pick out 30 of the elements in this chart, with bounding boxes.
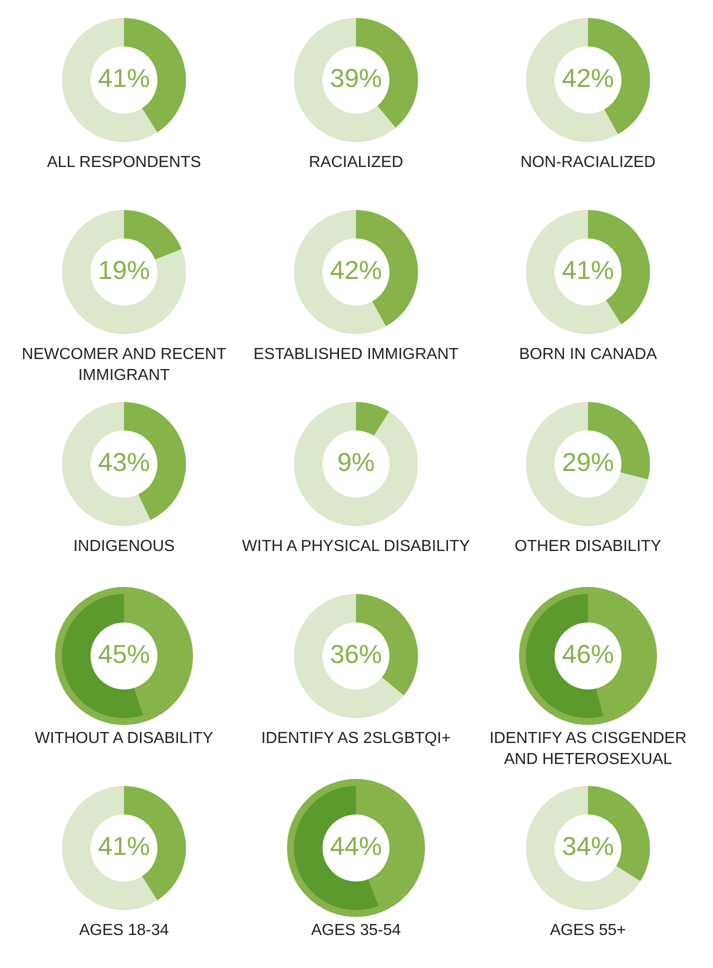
- data-label: 29%: [562, 447, 614, 478]
- data-label: 43%: [98, 447, 150, 478]
- data-label: 44%: [330, 831, 382, 862]
- text: WITH A PHYSICAL DISABILITY: [242, 537, 470, 557]
- data-label: 46%: [562, 639, 614, 670]
- data-label: 19%: [98, 255, 150, 286]
- data-label: 41%: [562, 255, 614, 286]
- text: ESTABLISHED IMMIGRANT: [252, 345, 460, 365]
- text: NEWCOMER AND RECENT IMMIGRANT: [20, 345, 228, 386]
- text: AGES 55+: [548, 921, 628, 941]
- text: ALL RESPONDENTS: [46, 153, 202, 173]
- data-label: 34%: [562, 831, 614, 862]
- data-label: 36%: [330, 639, 382, 670]
- text: AGES 35-54: [310, 921, 402, 941]
- data-label: 39%: [330, 63, 382, 94]
- data-label: 9%: [337, 447, 375, 478]
- text: AGES 18-34: [78, 921, 170, 941]
- text: IDENTIFY AS 2SLGBTQI+: [260, 729, 452, 749]
- text: IDENTIFY AS CISGENDER AND HETEROSEXUAL: [488, 729, 688, 770]
- data-label: 42%: [562, 63, 614, 94]
- data-label: 41%: [98, 831, 150, 862]
- data-label: 45%: [98, 639, 150, 670]
- text: BORN IN CANADA: [518, 345, 658, 365]
- text: INDIGENOUS: [72, 537, 176, 557]
- text: RACIALIZED: [308, 153, 404, 173]
- text: NON-RACIALIZED: [519, 153, 657, 173]
- data-label: 41%: [98, 63, 150, 94]
- text: OTHER DISABILITY: [514, 537, 662, 557]
- data-label: 42%: [330, 255, 382, 286]
- text: WITHOUT A DISABILITY: [34, 729, 214, 749]
